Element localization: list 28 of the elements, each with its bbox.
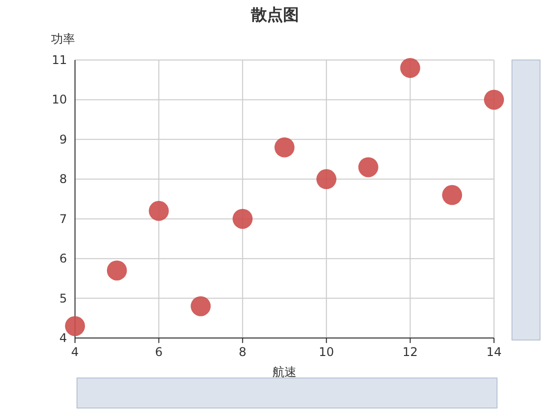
y-tick-label: 7	[59, 212, 67, 226]
x-tick-label: 6	[154, 345, 163, 359]
point	[65, 316, 85, 336]
point	[400, 58, 420, 78]
point	[484, 90, 504, 110]
point	[106, 260, 127, 280]
y-axis-title: 功率	[51, 32, 75, 46]
point	[190, 296, 211, 316]
y-tick-label: 6	[59, 252, 67, 266]
x-tick-label: 8	[238, 345, 246, 359]
chart-title: 散点图	[250, 5, 299, 24]
point	[358, 157, 378, 178]
y-tick-label: 8	[59, 172, 67, 186]
point	[442, 185, 462, 206]
point	[274, 137, 294, 158]
x-axis-title: 航速	[272, 365, 296, 379]
y-tick-label: 9	[59, 132, 67, 146]
point	[316, 169, 336, 190]
x-tick-label: 14	[486, 345, 502, 359]
point	[232, 208, 253, 229]
y-tick-label: 10	[52, 92, 67, 107]
x-tick-label: 10	[318, 345, 334, 359]
point	[148, 200, 169, 221]
y-tick-label: 5	[59, 291, 67, 306]
y-tick-label: 4	[59, 331, 67, 345]
x-tick-label: 12	[402, 345, 418, 359]
y-tick-label: 11	[52, 53, 67, 67]
x-tick-label: 4	[71, 345, 79, 359]
